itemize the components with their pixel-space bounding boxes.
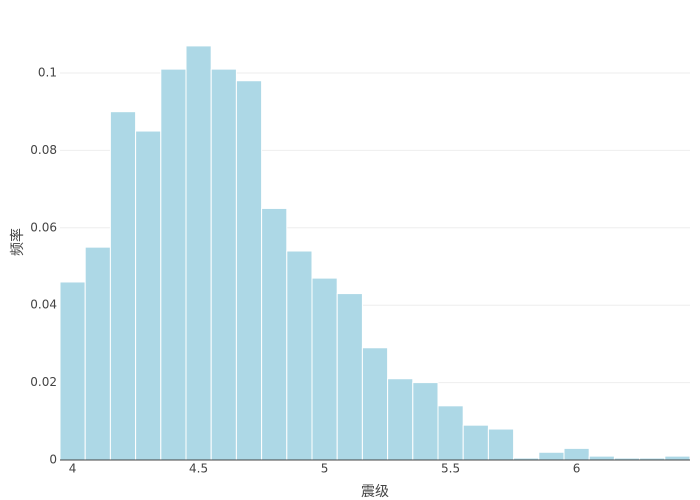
bar [235, 80, 263, 461]
bar [160, 68, 187, 461]
x-tick-label: 5.5 [441, 462, 460, 476]
bar [210, 68, 237, 461]
bar [538, 451, 565, 461]
y-tick-label: 0.08 [30, 143, 57, 157]
x-axis-title: 震级 [361, 484, 389, 500]
bar [311, 277, 338, 461]
y-tick-label: 0.1 [38, 65, 57, 79]
bar [387, 378, 414, 461]
bar [336, 293, 363, 461]
bar [487, 428, 515, 461]
bar [664, 455, 691, 461]
y-axis-title: 频率 [9, 228, 26, 256]
x-tick-label: 4.5 [189, 462, 208, 476]
bar [588, 455, 615, 461]
bar [412, 382, 439, 461]
x-tick-label: 6 [573, 462, 581, 476]
bar [563, 447, 590, 461]
bar [59, 281, 86, 461]
bar [84, 246, 111, 461]
bar [286, 250, 313, 461]
y-tick-label: 0.02 [30, 375, 57, 389]
bar [135, 130, 162, 461]
bar [109, 111, 137, 461]
bar [437, 405, 464, 461]
bar [462, 424, 489, 461]
bar [361, 347, 389, 461]
y-tick-label: 0.04 [30, 298, 57, 312]
x-tick-label: 4 [69, 462, 77, 476]
bar [261, 207, 288, 461]
y-tick-label: 0 [49, 453, 57, 467]
bar [185, 45, 212, 461]
y-tick-label: 0.06 [30, 220, 57, 234]
x-tick-label: 5 [321, 462, 329, 476]
